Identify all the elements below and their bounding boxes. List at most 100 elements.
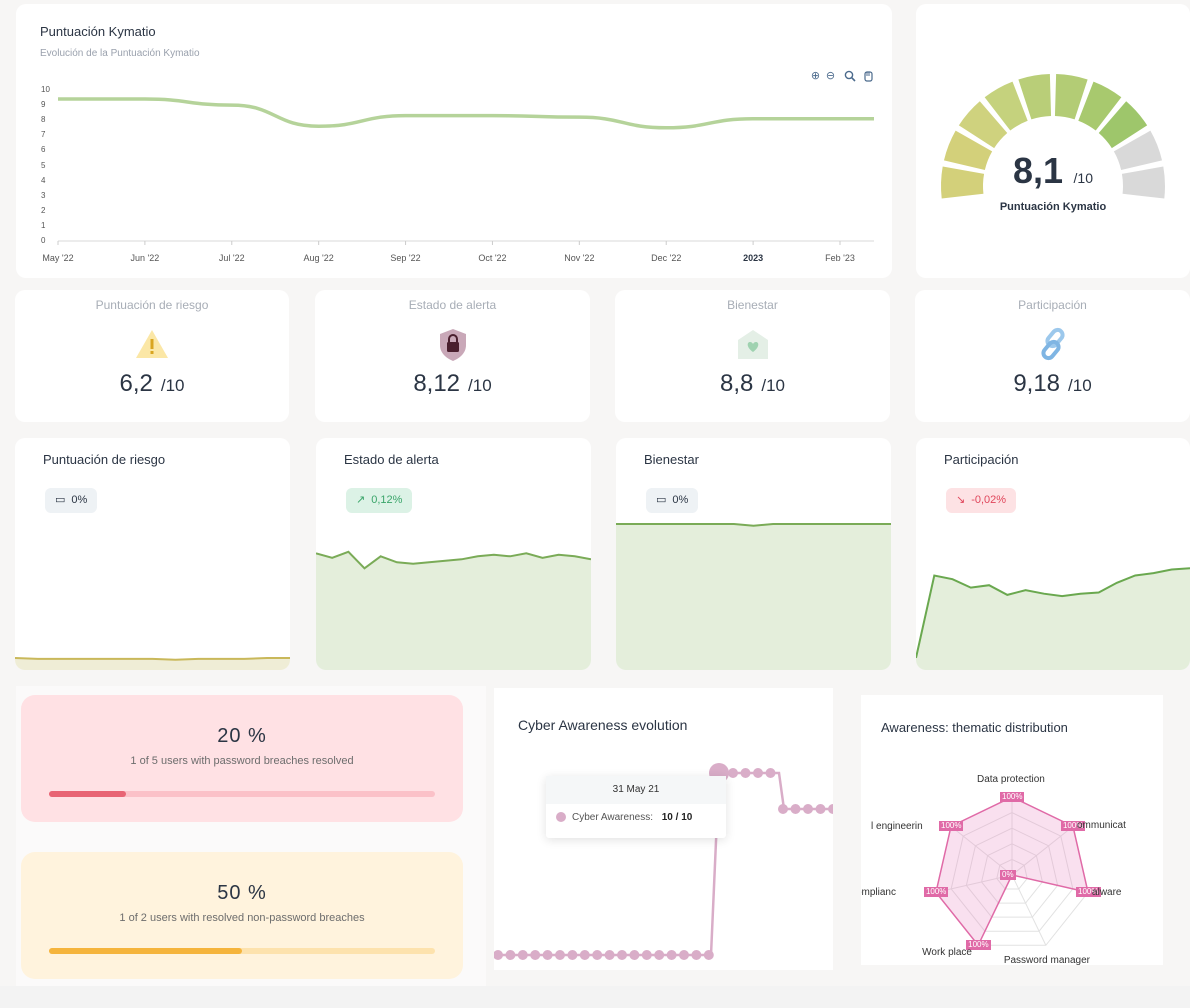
kpi-value-row: 8,12/10 — [315, 370, 590, 398]
cyber-data-point — [691, 950, 702, 960]
flat-trend-icon: ▭ — [55, 494, 66, 506]
cyber-data-point — [505, 950, 516, 960]
breach-card-non-password: 50 % 1 of 2 users with resolved non-pass… — [21, 852, 463, 979]
radar-axis-label: Data protection — [977, 774, 1045, 785]
breach-description: 1 of 5 users with password breaches reso… — [130, 755, 354, 767]
radar-axis-label: alware — [1092, 887, 1122, 899]
gauge-segment — [941, 166, 985, 199]
flat-trend-icon: ▭ — [656, 494, 667, 506]
trend-sparkline — [15, 657, 290, 670]
breach-progress-fill — [49, 791, 127, 797]
radar-axis-label: ommunicat — [1076, 820, 1126, 832]
radar-title: Awareness: thematic distribution — [881, 720, 1068, 735]
x-tick-label: Feb '23 — [825, 253, 855, 263]
sparkline-area — [15, 658, 290, 670]
y-tick-label: 4 — [41, 175, 46, 185]
cyber-data-point — [617, 950, 627, 960]
radar-value-tag: 0% — [1000, 870, 1016, 880]
sparkline-area — [916, 568, 1190, 670]
breach-description: 1 of 2 users with resolved non-password … — [119, 912, 365, 924]
cyber-data-point — [740, 768, 751, 778]
zoom-in-icon[interactable]: ⊕ — [810, 70, 821, 82]
trend-title: Bienestar — [644, 452, 699, 467]
kpi-value: 8,8 — [719, 370, 754, 397]
breach-percentage: 20 % — [217, 725, 267, 747]
kpi-card-participation: Participación 9,18/10 — [915, 290, 1190, 422]
radar-value-tag: 100% — [1060, 821, 1086, 832]
magnifier-icon[interactable] — [843, 70, 856, 83]
cyber-data-point — [753, 768, 763, 778]
radar-axis-label: omplianc — [861, 887, 896, 899]
kpi-card-wellbeing: Bienestar 8,8/10 — [615, 290, 890, 422]
trend-badge: ▭ 0% — [45, 488, 98, 513]
y-tick-label: 3 — [41, 190, 46, 200]
cyber-data-point — [542, 950, 553, 960]
tooltip-marker — [556, 812, 566, 823]
kpi-max: /10 — [761, 376, 785, 395]
radar-value-tag: 100% — [1000, 792, 1025, 802]
gauge-segment — [1078, 81, 1122, 131]
gauge-segment — [958, 101, 1008, 149]
cyber-data-point — [778, 804, 788, 814]
cyber-data-point — [790, 804, 801, 814]
y-tick-label: 8 — [41, 115, 46, 125]
cyber-awareness-card: Cyber Awareness evolution 31 May 21 Cybe… — [494, 688, 833, 970]
trend-card-alert: Estado de alerta ↗ 0,12% — [316, 438, 591, 670]
gauge-segment — [1121, 166, 1165, 199]
score-series-line — [57, 97, 874, 130]
radar-axis-label: l engineerin — [871, 821, 923, 833]
trend-badge: ▭ 0% — [646, 488, 699, 513]
trend-up-icon: ↗ — [356, 494, 366, 506]
radar-value-tag: 100% — [1076, 887, 1101, 898]
zoom-out-icon[interactable]: ⊖ — [825, 70, 836, 82]
gauge-value: 8,1 — [1013, 150, 1064, 191]
y-tick-label: 0 — [41, 236, 46, 245]
kpi-value: 9,18 — [1013, 370, 1061, 397]
trend-badge: ↗ 0,12% — [346, 488, 413, 513]
kpi-label: Puntuación de riesgo — [95, 298, 209, 312]
cyber-data-point — [765, 768, 776, 778]
kpi-value: 8,12 — [413, 370, 461, 397]
kpi-max: /10 — [468, 376, 492, 395]
kpi-label: Bienestar — [727, 298, 778, 312]
cyber-data-point — [579, 950, 590, 960]
hand-pan-icon[interactable] — [861, 70, 874, 83]
cyber-data-point — [666, 950, 677, 960]
y-tick-label: 6 — [41, 145, 46, 155]
sparkline-line — [616, 523, 891, 527]
y-tick-label: 9 — [41, 100, 46, 110]
trend-badge-value: 0% — [672, 494, 689, 506]
trend-title: Participación — [944, 452, 1019, 467]
x-tick-label: 2023 — [743, 253, 764, 263]
kpi-card-alert: Estado de alerta 8,12/10 — [315, 290, 590, 422]
thematic-distribution-card: Awareness: thematic distribution 100% Dat… — [861, 695, 1163, 965]
cyber-data-point — [592, 950, 603, 960]
radar-grid-ring — [950, 812, 1074, 932]
radar-axis-label: Work place — [922, 947, 972, 959]
tooltip-value: 10 / 10 — [661, 812, 693, 823]
radar-axis-line — [1011, 825, 1074, 876]
kpi-value-row: 6,2/10 — [15, 370, 289, 398]
y-tick-label: 7 — [41, 130, 46, 140]
tooltip-date: 31 May 21 — [612, 784, 660, 795]
score-gauge — [941, 74, 1165, 199]
trend-card-risk: Puntuación de riesgo ▭ 0% — [15, 438, 290, 670]
trend-sparkline — [616, 523, 891, 670]
radar-grid-ring — [965, 827, 1059, 918]
x-tick-label: Dec '22 — [651, 253, 682, 263]
x-tick-label: Sep '22 — [390, 253, 421, 263]
cyber-data-point — [530, 950, 541, 960]
cyber-data-point — [803, 804, 813, 814]
home-heart-icon — [737, 330, 768, 359]
kpi-max: /10 — [160, 376, 185, 395]
y-tick-label: 2 — [41, 205, 46, 215]
cyber-awareness-chart — [494, 763, 833, 960]
x-tick-label: Nov '22 — [564, 253, 595, 263]
gauge-segment — [943, 130, 993, 171]
cyber-data-point — [654, 950, 665, 960]
cyber-data-point — [828, 804, 833, 814]
kpi-value-row: 8,8/10 — [615, 370, 890, 398]
chart-tooltip: 31 May 21 Cyber Awareness: 10 / 10 — [546, 776, 726, 838]
y-tick-label: 10 — [41, 85, 50, 94]
radar-axis-label: Password manager — [1003, 955, 1090, 965]
